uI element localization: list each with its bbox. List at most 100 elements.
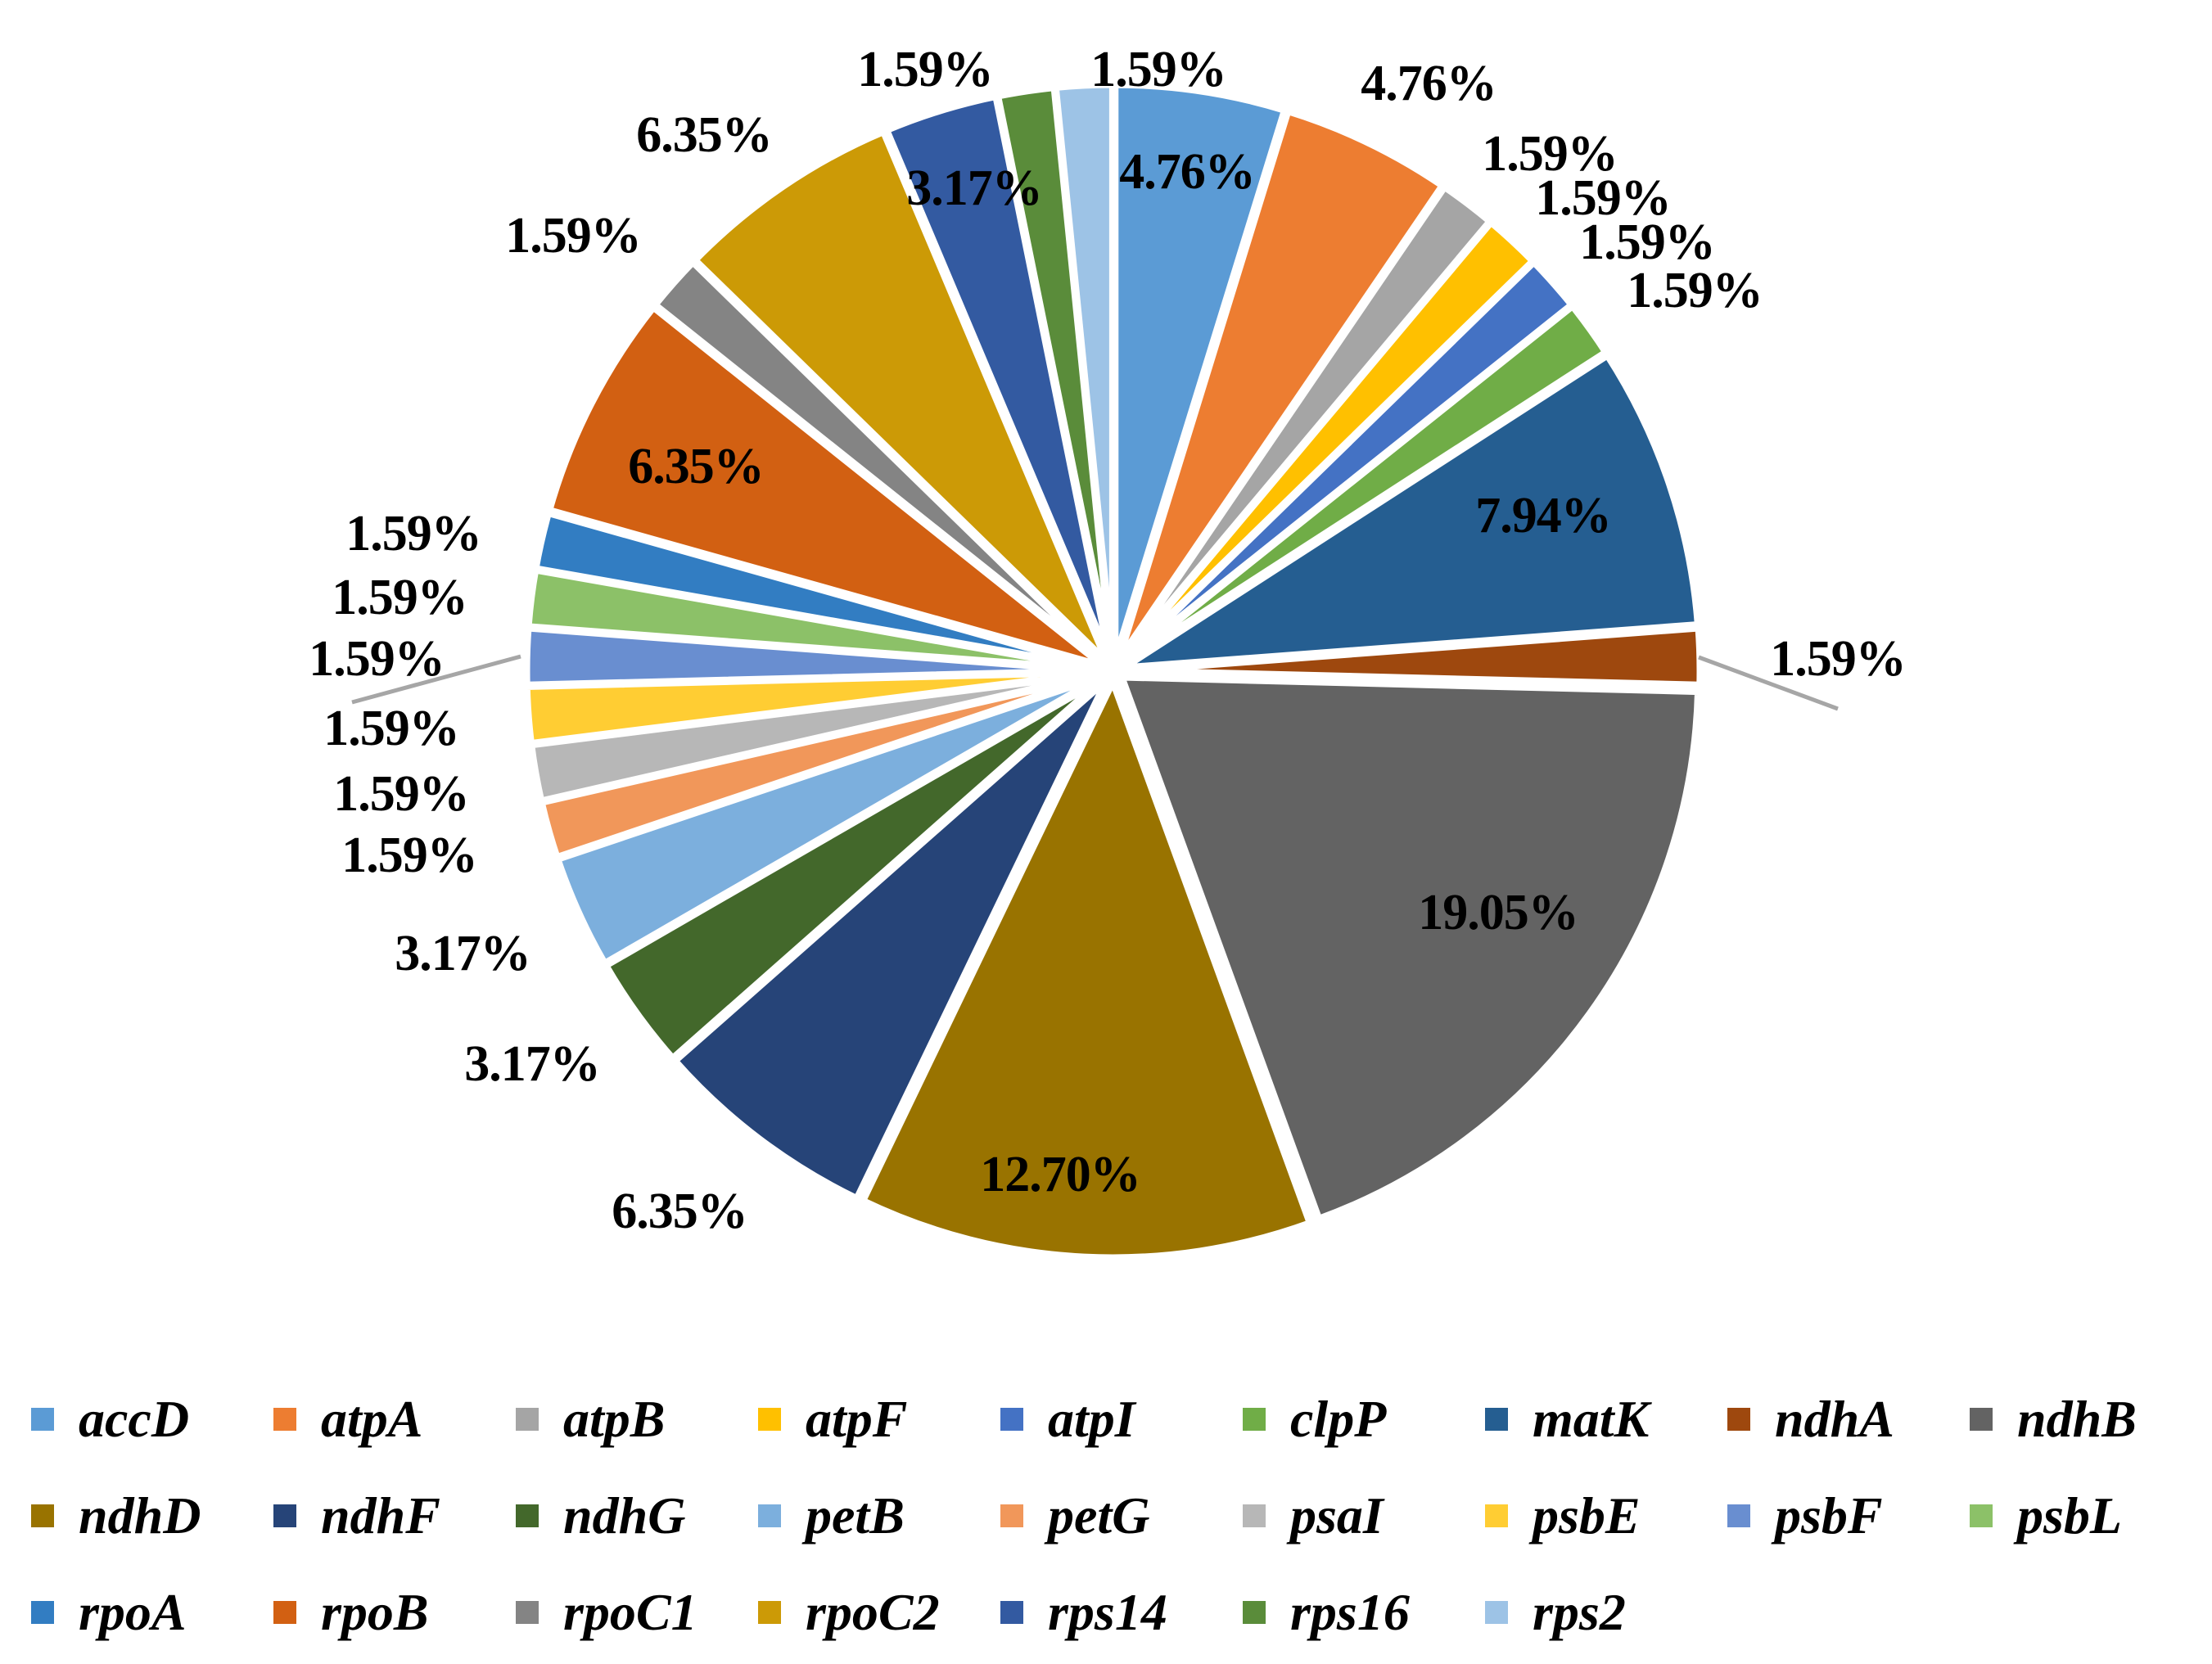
pie-slice-rpoB — [545, 303, 1108, 671]
leader-line-psbF — [351, 654, 521, 705]
legend-label: rpoB — [321, 1583, 429, 1641]
data-label-matK: 7.94% — [1475, 488, 1611, 543]
legend-item-atpF: atpF — [758, 1389, 1000, 1450]
pie-slices — [522, 80, 1704, 1262]
legend-item-ndhA: ndhA — [1727, 1389, 1970, 1450]
legend-swatch-icon — [31, 1408, 54, 1431]
legend-item-ndhF: ndhF — [273, 1486, 516, 1546]
legend-item-rps14: rps14 — [1000, 1582, 1243, 1643]
legend-swatch-icon — [516, 1601, 539, 1624]
legend-item-ndhB: ndhB — [1970, 1389, 2212, 1450]
legend-swatch-icon — [758, 1601, 781, 1624]
legend-label: ndhA — [1775, 1390, 1894, 1448]
legend-item-psbF: psbF — [1727, 1486, 1970, 1546]
data-label-ndhF: 6.35% — [612, 1184, 747, 1239]
legend-item-rps2: rps2 — [1485, 1582, 1727, 1643]
legend: accD atpA atpB atpF atpI clpP matK ndhA ndhB ndhD… — [31, 1371, 2192, 1661]
legend-label: ndhG — [563, 1486, 686, 1544]
data-label-rps16: 1.59% — [857, 42, 993, 97]
legend-label: rpoC2 — [806, 1583, 940, 1641]
legend-row: ndhD ndhF ndhG petB petG psaI psbE psbF psbL — [31, 1468, 2192, 1564]
legend-label: ndhD — [79, 1486, 201, 1544]
legend-swatch-icon — [516, 1504, 539, 1527]
data-label-atpF: 1.59% — [1535, 170, 1671, 226]
legend-label: petG — [1048, 1486, 1150, 1544]
legend-item-matK: matK — [1485, 1389, 1727, 1450]
data-label-rpoB: 6.35% — [628, 439, 764, 494]
legend-row: accD atpA atpB atpF atpI clpP matK ndhA ndhB — [31, 1371, 2192, 1468]
data-label-ndhD: 12.70% — [980, 1147, 1140, 1202]
legend-swatch-icon — [1485, 1601, 1508, 1624]
legend-label: atpB — [563, 1390, 666, 1448]
pie-slice-accD — [1111, 80, 1289, 665]
legend-label: rps16 — [1290, 1583, 1410, 1641]
legend-swatch-icon — [1970, 1408, 1993, 1431]
legend-label: accD — [79, 1390, 190, 1448]
data-label-petG: 1.59% — [341, 827, 477, 883]
pie-chart: 4.76% 4.76% 1.59% 1.59% 1.59% 1.59% 7.94% 1.59%… — [309, 42, 1907, 1262]
data-label-rpoC2: 6.35% — [636, 107, 772, 163]
data-label-psbL: 1.59% — [332, 570, 467, 625]
pie-slice-atpA — [1113, 107, 1447, 666]
data-label-ndhA: 1.59% — [1770, 631, 1906, 687]
legend-swatch-icon — [1727, 1504, 1750, 1527]
legend-swatch-icon — [1243, 1408, 1266, 1431]
legend-swatch-icon — [1485, 1504, 1508, 1527]
data-label-clpP: 1.59% — [1627, 263, 1763, 318]
data-labels: 4.76%4.76%1.59%1.59%1.59%1.59%7.94%1.59%… — [309, 42, 1907, 1239]
legend-item-rpoC2: rpoC2 — [758, 1582, 1000, 1643]
legend-label: rpoC1 — [563, 1583, 697, 1641]
legend-swatch-icon — [516, 1408, 539, 1431]
legend-item-psaI: psaI — [1243, 1486, 1485, 1546]
legend-label: rpoA — [79, 1583, 187, 1641]
pie-slice-rpoC2 — [691, 127, 1112, 667]
data-label-psaI: 1.59% — [333, 766, 469, 822]
legend-label: psbF — [1775, 1486, 1883, 1544]
legend-swatch-icon — [31, 1601, 54, 1624]
legend-swatch-icon — [758, 1504, 781, 1527]
legend-item-petB: petB — [758, 1486, 1000, 1546]
legend-item-rpoA: rpoA — [31, 1582, 273, 1643]
legend-swatch-icon — [273, 1504, 296, 1527]
pie-chart-svg: 4.76%4.76%1.59%1.59%1.59%1.59%7.94%1.59%… — [309, 42, 1907, 1262]
legend-label: ndhF — [321, 1486, 440, 1544]
legend-swatch-icon — [1243, 1504, 1266, 1527]
legend-swatch-icon — [1485, 1408, 1508, 1431]
data-label-petB: 3.17% — [395, 926, 530, 981]
legend-item-clpP: clpP — [1243, 1389, 1485, 1450]
legend-item-petG: petG — [1000, 1486, 1243, 1546]
pie-slice-ndhD — [859, 677, 1315, 1262]
legend-label: atpF — [806, 1390, 908, 1448]
legend-label: rps14 — [1048, 1583, 1167, 1641]
legend-swatch-icon — [1000, 1504, 1023, 1527]
legend-swatch-icon — [273, 1601, 296, 1624]
data-label-rpoA: 1.59% — [345, 506, 481, 561]
leader-line-ndhA — [1698, 655, 1839, 711]
legend-label: ndhB — [2017, 1390, 2137, 1448]
legend-item-atpA: atpA — [273, 1389, 516, 1450]
legend-label: psaI — [1290, 1486, 1384, 1544]
legend-label: clpP — [1290, 1390, 1387, 1448]
legend-item-rpoB: rpoB — [273, 1582, 516, 1643]
legend-item-rpoC1: rpoC1 — [516, 1582, 758, 1643]
legend-item-psbL: psbL — [1970, 1486, 2212, 1546]
legend-swatch-icon — [758, 1408, 781, 1431]
legend-label: atpA — [321, 1390, 423, 1448]
legend-swatch-icon — [1727, 1408, 1750, 1431]
data-label-accD: 4.76% — [1119, 144, 1255, 200]
legend-swatch-icon — [1000, 1408, 1023, 1431]
legend-item-rps16: rps16 — [1243, 1582, 1485, 1643]
legend-label: atpI — [1048, 1390, 1135, 1448]
legend-label: petB — [806, 1486, 905, 1544]
legend-swatch-icon — [273, 1408, 296, 1431]
data-label-ndhB: 19.05% — [1418, 885, 1578, 940]
pie-slice-matK — [1118, 351, 1702, 672]
legend-item-psbE: psbE — [1485, 1486, 1727, 1546]
pie-slice-rps2 — [1051, 80, 1117, 665]
legend-swatch-icon — [1243, 1601, 1266, 1624]
legend-label: psbL — [2017, 1486, 2122, 1544]
legend-item-ndhD: ndhD — [31, 1486, 273, 1546]
pie-slice-ndhB — [1117, 673, 1703, 1223]
leader-lines — [351, 654, 1839, 711]
data-label-psbE: 1.59% — [323, 701, 459, 756]
